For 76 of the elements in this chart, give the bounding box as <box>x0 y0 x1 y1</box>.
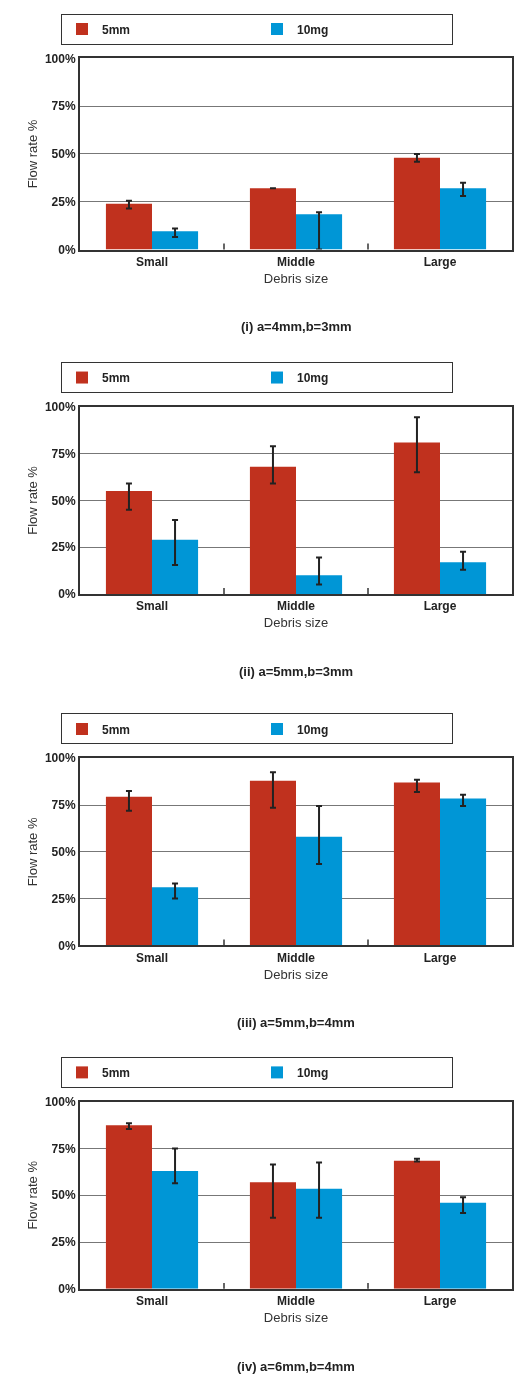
bar <box>440 798 487 946</box>
bar <box>296 214 343 250</box>
bar <box>393 442 440 594</box>
text: (i) a=4mm,b=3mm <box>241 319 352 334</box>
y-tick-label: 25% <box>51 1235 76 1250</box>
x-tick-label: Middle <box>277 599 316 614</box>
x-tick-label: Large <box>423 254 457 269</box>
bar <box>249 780 296 946</box>
y-tick-label: 0% <box>58 242 76 257</box>
bar <box>249 466 296 594</box>
y-axis-title: Flow rate % <box>25 1160 41 1230</box>
legend-label: 10mg <box>297 1066 329 1081</box>
x-tick-label: Small <box>135 599 169 614</box>
y-tick-label: 100% <box>44 751 76 766</box>
x-tick-label: Small <box>135 254 169 269</box>
x-axis-title: Debris size <box>263 615 329 631</box>
bar <box>440 562 487 594</box>
bar <box>393 1160 440 1289</box>
y-tick-label: 75% <box>51 798 76 813</box>
y-tick-label: 25% <box>51 194 76 209</box>
x-tick-label: Small <box>135 1294 169 1309</box>
legend-label: 5mm <box>102 1066 131 1081</box>
y-tick-label: 0% <box>58 1282 76 1297</box>
text: (iii) a=5mm,b=4mm <box>237 1015 355 1030</box>
y-tick-label: 25% <box>51 540 76 555</box>
y-axis-title: Flow rate % <box>25 119 41 189</box>
bar <box>440 1202 487 1289</box>
x-tick-label: Middle <box>277 254 316 269</box>
bar <box>105 491 152 594</box>
y-axis-title: Flow rate % <box>25 817 41 887</box>
y-tick-label: 50% <box>51 845 76 860</box>
bar <box>440 188 487 250</box>
x-tick-label: Large <box>423 1294 457 1309</box>
x-axis-title: Debris size <box>263 966 329 982</box>
bar <box>105 203 152 250</box>
bar <box>249 188 296 250</box>
bar <box>152 887 199 946</box>
bar <box>393 157 440 250</box>
bar <box>393 782 440 946</box>
legend-label: 5mm <box>102 371 131 386</box>
bar <box>152 231 199 250</box>
y-tick-label: 50% <box>51 493 76 508</box>
y-tick-label: 100% <box>44 400 76 415</box>
y-tick-label: 50% <box>51 1188 76 1203</box>
bar <box>296 836 343 946</box>
y-tick-label: 50% <box>51 147 76 162</box>
bar <box>152 1170 199 1289</box>
legend-label: 5mm <box>102 22 131 37</box>
y-axis-title: Flow rate % <box>25 465 41 535</box>
legend-label: 5mm <box>102 722 131 737</box>
x-tick-label: Middle <box>277 950 316 965</box>
x-tick-label: Large <box>423 599 457 614</box>
x-axis-title: Debris size <box>263 271 329 287</box>
y-tick-label: 0% <box>58 587 76 602</box>
text: (ii) a=5mm,b=3mm <box>239 664 354 679</box>
bar <box>296 575 343 594</box>
legend-label: 10mg <box>297 722 329 737</box>
bar <box>105 1125 152 1289</box>
x-tick-label: Large <box>423 950 457 965</box>
y-tick-label: 75% <box>51 446 76 461</box>
y-tick-label: 75% <box>51 99 76 114</box>
legend-label: 10mg <box>297 371 329 386</box>
bar <box>105 796 152 946</box>
bar <box>152 539 199 594</box>
y-tick-label: 0% <box>58 938 76 953</box>
text: (iv) a=6mm,b=4mm <box>237 1359 355 1374</box>
y-tick-label: 100% <box>44 1094 76 1109</box>
x-axis-title: Debris size <box>263 1310 329 1326</box>
y-tick-label: 100% <box>44 51 76 66</box>
legend-label: 10mg <box>297 22 329 37</box>
bar <box>296 1188 343 1289</box>
y-tick-label: 75% <box>51 1141 76 1156</box>
y-tick-label: 25% <box>51 891 76 906</box>
x-tick-label: Middle <box>277 1294 316 1309</box>
bar <box>249 1182 296 1289</box>
x-tick-label: Small <box>135 950 169 965</box>
